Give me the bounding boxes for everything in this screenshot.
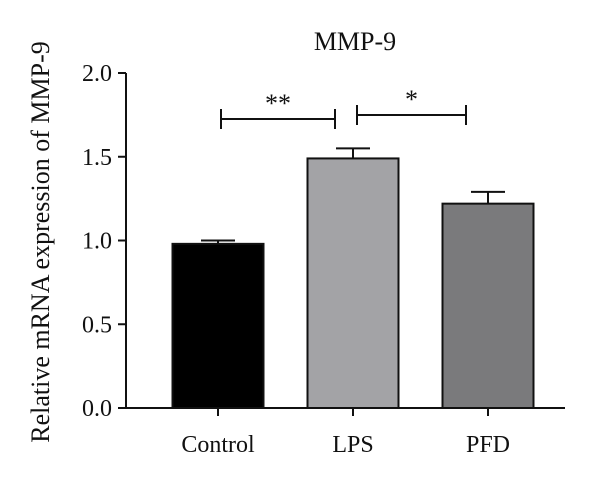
x-tick-label-lps: LPS — [332, 432, 373, 458]
y-tick-label: 1.0 — [82, 229, 112, 255]
bar-control — [171, 242, 265, 409]
y-tick-label: 2.0 — [82, 61, 112, 87]
x-tick-label-pfd: PFD — [466, 432, 510, 458]
significance-label: * — [405, 85, 418, 114]
bar-lps — [306, 157, 400, 409]
y-axis-label: Relative mRNA expression of MMP-9 — [26, 41, 55, 443]
y-tick-label: 0.0 — [82, 396, 112, 422]
chart-title: MMP-9 — [314, 27, 396, 56]
y-tick-label: 0.5 — [82, 312, 112, 338]
significance-label: ** — [265, 89, 291, 118]
y-tick-label: 1.5 — [82, 145, 112, 171]
bar-pfd — [441, 202, 535, 409]
x-tick-label-control: Control — [181, 432, 255, 458]
